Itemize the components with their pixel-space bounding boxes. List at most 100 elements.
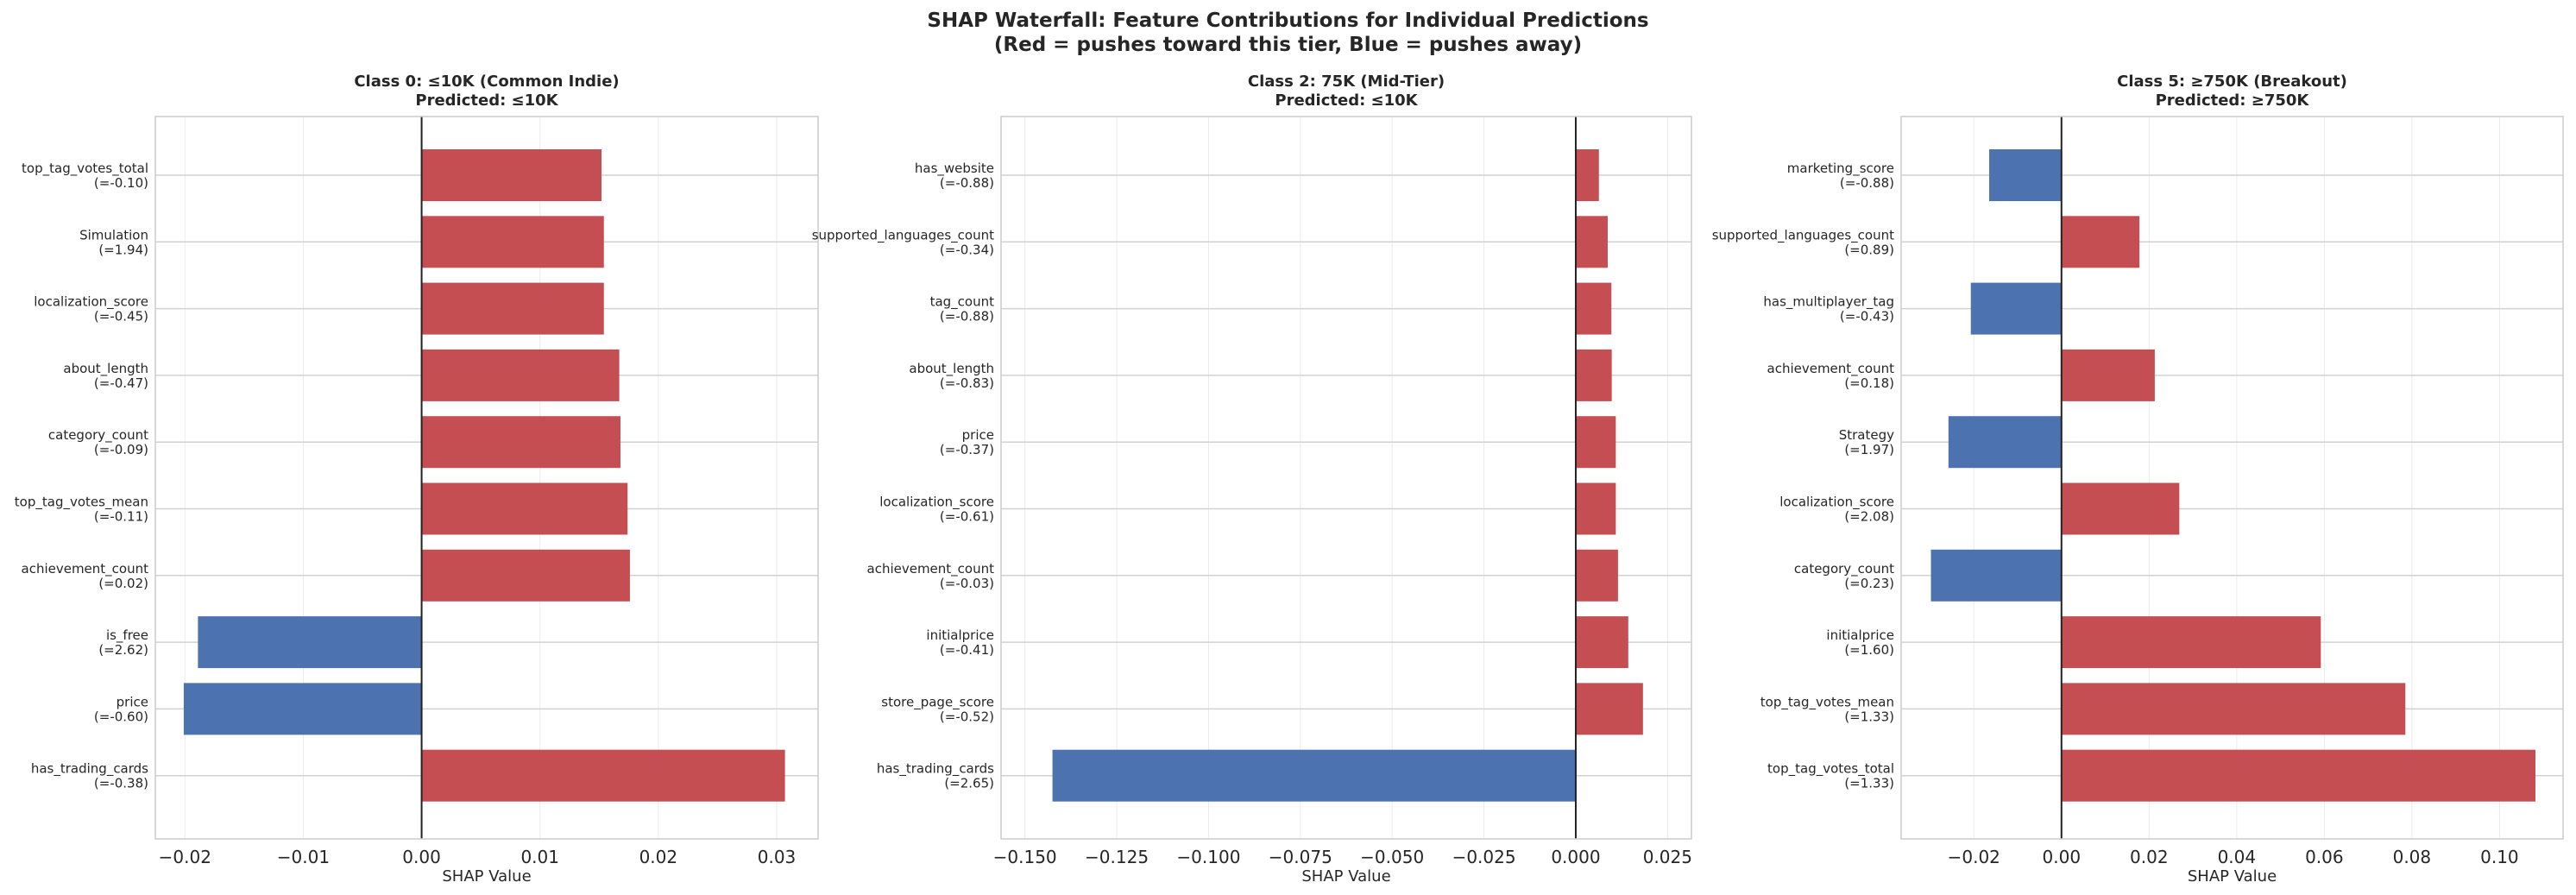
y-tick-value-label: (=0.23) — [1844, 576, 1894, 591]
bar-tag_count — [1575, 282, 1612, 335]
x-tick-label: −0.150 — [993, 847, 1057, 867]
figure-title: SHAP Waterfall: Feature Contributions fo… — [0, 9, 2576, 57]
bar-about_length — [421, 349, 620, 401]
panel-subtitle: Predicted: ≤10K — [415, 91, 558, 110]
y-tick-value-label: (=0.18) — [1844, 375, 1894, 391]
x-tick-label: −0.125 — [1085, 847, 1149, 867]
y-tick-label: supported_languages_count — [1712, 227, 1894, 243]
x-axis-label: SHAP Value — [2188, 867, 2277, 886]
y-tick-value-label: (=0.89) — [1844, 242, 1894, 257]
bar-price — [183, 683, 422, 735]
bar-achievement_count — [421, 549, 630, 602]
panel-title: Class 5: ≥750K (Breakout) — [2117, 72, 2347, 91]
y-tick-label: tag_count — [930, 294, 995, 311]
x-tick-label: −0.075 — [1269, 847, 1332, 867]
y-tick-label: initialprice — [926, 627, 994, 643]
x-tick-label: 0.02 — [2130, 847, 2169, 867]
y-tick-value-label: (=-0.03) — [940, 576, 994, 591]
bar-price — [1575, 416, 1616, 469]
bar-store_page_score — [1575, 683, 1643, 735]
y-tick-value-label: (=-0.88) — [940, 309, 994, 325]
panel-subtitle: Predicted: ≥750K — [2156, 91, 2310, 110]
bar-supported_languages_count — [2061, 216, 2140, 268]
y-tick-value-label: (=1.97) — [1844, 442, 1894, 457]
y-tick-value-label: (=0.02) — [98, 576, 148, 591]
x-tick-label: −0.025 — [1452, 847, 1516, 867]
x-tick-label: 0.10 — [2480, 847, 2519, 867]
y-tick-label: has_website — [915, 161, 994, 177]
bar-localization_score — [2061, 482, 2180, 535]
bar-top_tag_votes_mean — [421, 482, 628, 535]
y-tick-label: localization_score — [34, 294, 148, 311]
y-tick-label: top_tag_votes_total — [1767, 761, 1894, 778]
y-tick-label: price — [117, 694, 148, 709]
bar-Strategy — [1948, 416, 2062, 469]
x-tick-label: −0.050 — [1360, 847, 1424, 867]
bar-top_tag_votes_mean — [2061, 683, 2406, 735]
panel-subtitle: Predicted: ≤10K — [1275, 91, 1418, 110]
y-tick-label: localization_score — [1779, 495, 1894, 511]
y-tick-label: has_trading_cards — [31, 761, 148, 778]
x-tick-label: −0.02 — [1948, 847, 2000, 867]
y-tick-label: marketing_score — [1787, 161, 1894, 177]
bar-has_trading_cards — [1052, 749, 1576, 802]
bar-marketing_score — [1989, 149, 2062, 201]
y-tick-label: price — [962, 427, 994, 443]
y-tick-label: Strategy — [1839, 427, 1894, 443]
x-tick-label: −0.100 — [1176, 847, 1240, 867]
y-tick-value-label: (=1.33) — [1844, 776, 1894, 791]
bar-has_multiplayer_tag — [1970, 282, 2062, 335]
bar-about_length — [1575, 349, 1612, 401]
axes-frame — [154, 116, 819, 840]
bar-category_count — [421, 416, 620, 469]
x-tick-label: 0.01 — [520, 847, 559, 867]
y-tick-label: achievement_count — [22, 561, 149, 577]
y-tick-label: category_count — [1794, 561, 1894, 577]
x-tick-label: 0.00 — [2043, 847, 2082, 867]
chart-panel-0: Class 0: ≤10K (Common Indie)Predicted: ≤… — [15, 72, 819, 886]
y-tick-value-label: (=-0.11) — [94, 509, 148, 525]
x-tick-label: 0.025 — [1643, 847, 1692, 867]
bar-supported_languages_count — [1575, 216, 1608, 268]
y-tick-label: is_free — [106, 627, 148, 644]
y-tick-value-label: (=-0.09) — [94, 442, 148, 457]
y-tick-label: supported_languages_count — [812, 227, 994, 243]
y-tick-value-label: (=2.62) — [98, 642, 148, 658]
bar-achievement_count — [2061, 349, 2155, 401]
x-tick-label: 0.03 — [758, 847, 797, 867]
bar-category_count — [1930, 549, 2062, 602]
y-tick-value-label: (=-0.47) — [94, 375, 148, 391]
x-tick-label: 0.04 — [2218, 847, 2257, 867]
y-tick-label: initialprice — [1826, 627, 1894, 643]
x-tick-label: −0.01 — [277, 847, 330, 867]
bar-initialprice — [2061, 616, 2321, 669]
y-tick-label: achievement_count — [1767, 361, 1895, 377]
x-tick-label: 0.02 — [639, 847, 678, 867]
panel-title: Class 2: 75K (Mid-Tier) — [1248, 72, 1445, 91]
x-tick-label: 0.06 — [2305, 847, 2344, 867]
y-tick-label: category_count — [48, 427, 148, 444]
bar-has_website — [1575, 149, 1599, 201]
y-tick-value-label: (=-0.41) — [940, 642, 994, 658]
bar-localization_score — [421, 282, 604, 335]
y-tick-value-label: (=-0.88) — [940, 175, 994, 191]
axes-frame — [1900, 116, 2564, 840]
y-tick-value-label: (=-0.38) — [94, 776, 148, 791]
y-tick-label: about_length — [909, 361, 994, 377]
panel-title: Class 0: ≤10K (Common Indie) — [354, 72, 619, 91]
y-tick-label: store_page_score — [881, 694, 994, 710]
axes-frame — [1000, 116, 1692, 840]
bar-top_tag_votes_total — [421, 149, 602, 201]
figure-title-line-1: SHAP Waterfall: Feature Contributions fo… — [927, 9, 1649, 32]
y-tick-label: top_tag_votes_total — [22, 161, 148, 177]
x-axis-label: SHAP Value — [442, 867, 531, 886]
chart-panel-1: Class 2: 75K (Mid-Tier)Predicted: ≤10K ha… — [812, 72, 1692, 886]
chart-panel-2: Class 5: ≥750K (Breakout)Predicted: ≥750… — [1712, 72, 2564, 886]
y-tick-value-label: (=2.65) — [944, 776, 994, 791]
bar-initialprice — [1575, 616, 1628, 669]
y-tick-label: about_length — [63, 361, 148, 377]
y-tick-value-label: (=1.33) — [1844, 709, 1894, 724]
bar-achievement_count — [1575, 549, 1618, 602]
y-tick-value-label: (=-0.61) — [940, 509, 994, 525]
